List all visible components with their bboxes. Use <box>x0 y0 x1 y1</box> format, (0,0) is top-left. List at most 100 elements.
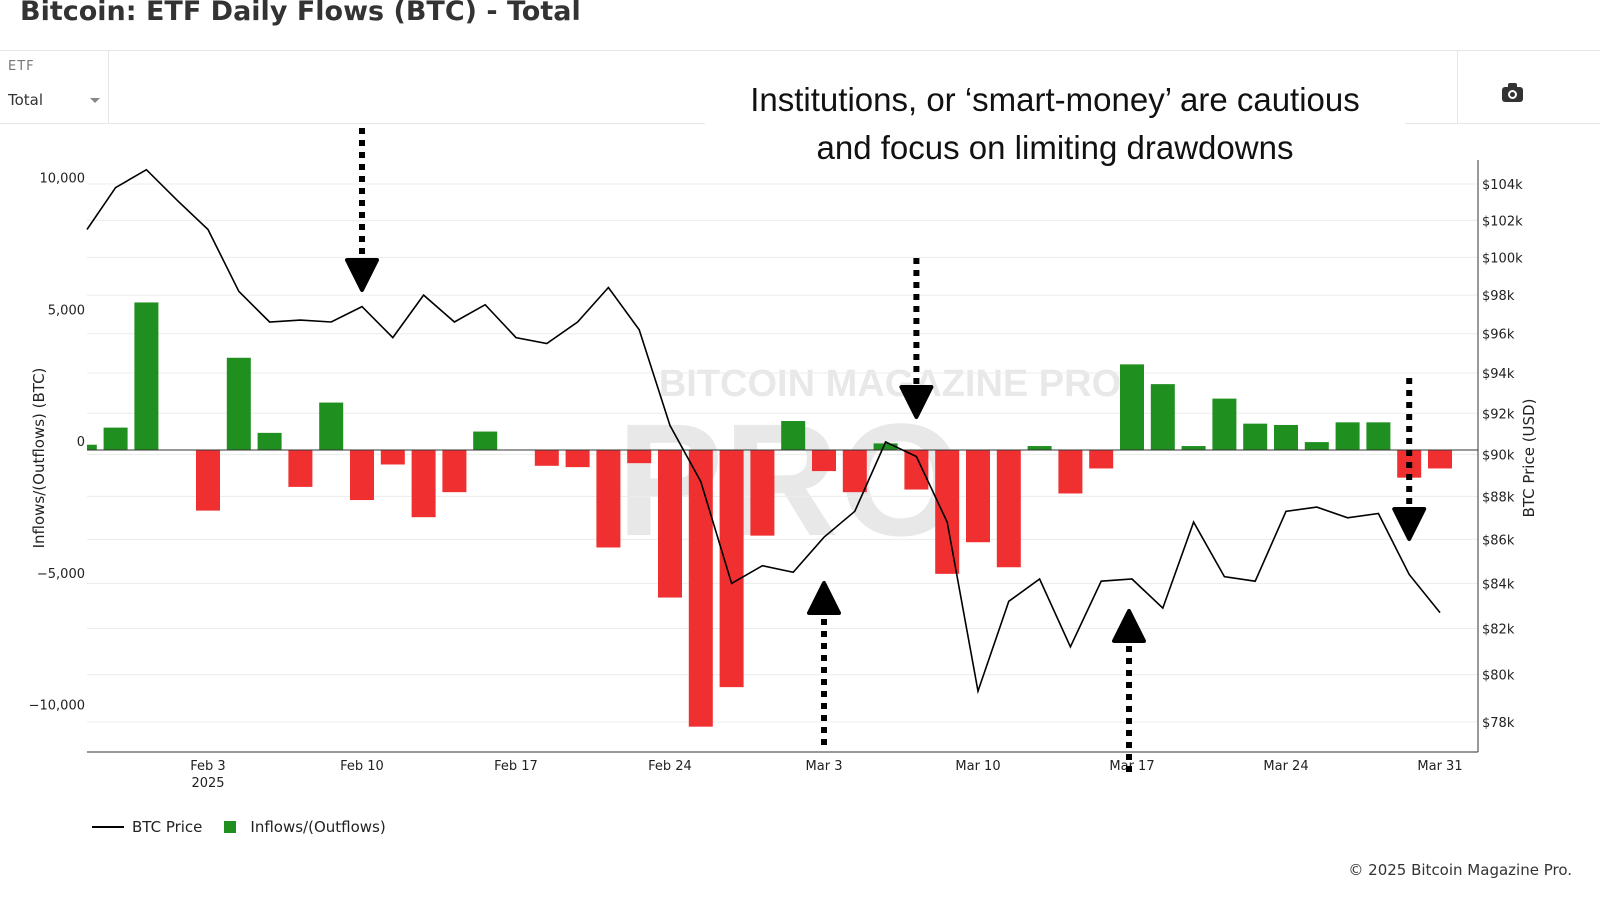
inflow-bar <box>1366 422 1391 450</box>
inflow-bar <box>1150 384 1175 450</box>
etf-select-value: Total <box>8 91 44 109</box>
camera-icon[interactable] <box>1502 83 1523 102</box>
outflow-bar <box>196 450 220 511</box>
outflow-bar <box>966 450 990 543</box>
outflow-bar <box>288 450 313 487</box>
arrow-head <box>345 258 379 292</box>
watermark-text: BITCOIN MAGAZINE PRO <box>659 363 1121 405</box>
inflow-bar <box>226 357 251 450</box>
y-tick-label: −5,000 <box>37 567 85 582</box>
y2-tick-label: $102k <box>1482 214 1523 229</box>
y2-tick-label: $98k <box>1482 289 1515 304</box>
btc-price-line <box>86 168 1441 695</box>
y-tick-label: 0 <box>77 435 85 450</box>
etf-label: ETF <box>8 59 35 74</box>
outflow-bar <box>350 450 374 501</box>
outflow-bar <box>627 450 652 464</box>
y2-tick-label: $100k <box>1482 251 1523 266</box>
outflow-bar <box>380 450 405 465</box>
y2-tick-label: $96k <box>1482 328 1515 343</box>
outflow-bar <box>565 450 590 468</box>
outflow-bar <box>1428 450 1452 469</box>
x-tick-label: Mar 3 <box>806 759 843 774</box>
x-tick-year: 2025 <box>191 776 224 791</box>
x-tick-label: Feb 10 <box>340 759 384 774</box>
chevron-down-icon <box>90 98 100 103</box>
y2-tick-label: $80k <box>1482 669 1515 684</box>
x-tick-label: Mar 10 <box>955 759 1000 774</box>
outflow-bar <box>750 450 775 536</box>
outflow-bar <box>1058 450 1083 494</box>
legend: BTC Price Inflows/(Outflows) <box>92 818 386 836</box>
outflow-bar <box>812 450 836 472</box>
arrow-up-icon <box>1112 609 1146 772</box>
y2-tick-label: $88k <box>1482 490 1515 505</box>
y2-tick-label: $82k <box>1482 622 1515 637</box>
arrow-head <box>1112 609 1146 643</box>
outflow-bar <box>935 450 960 574</box>
inflow-bar <box>473 431 498 450</box>
annotation-line-1: Institutions, or ‘smart-money’ are cauti… <box>750 81 1360 118</box>
outflow-bar <box>411 450 436 518</box>
annotation-line-2: and focus on limiting drawdowns <box>816 129 1294 166</box>
y2-tick-label: $84k <box>1482 577 1515 592</box>
outflow-bar <box>719 450 744 688</box>
inflow-bar <box>257 432 282 450</box>
outflow-bar <box>596 450 621 548</box>
arrow-down-icon <box>1392 378 1427 541</box>
y-tick-label: 5,000 <box>48 303 85 318</box>
annotation-text: Institutions, or ‘smart-money’ are cauti… <box>705 76 1405 172</box>
legend-flows-swatch[interactable] <box>224 821 237 833</box>
inflow-bar <box>103 427 128 450</box>
arrow-up-icon <box>807 581 841 745</box>
etf-select[interactable]: Total <box>8 91 100 109</box>
chart-title: Bitcoin: ETF Daily Flows (BTC) - Total <box>20 0 581 27</box>
inflow-bar <box>1120 364 1144 450</box>
inflow-bar <box>1274 424 1298 450</box>
inflow-bar <box>1212 398 1237 450</box>
arrow-down-icon <box>899 258 934 419</box>
outflow-bar <box>442 450 467 493</box>
outflow-bar <box>996 450 1021 568</box>
x-tick-label: Feb 17 <box>494 759 538 774</box>
legend-price-label[interactable]: BTC Price <box>132 818 203 836</box>
x-tick-label: Mar 24 <box>1263 759 1308 774</box>
y-tick-label: 10,000 <box>40 172 86 187</box>
inflow-bar <box>1304 442 1329 450</box>
y2-tick-label: $92k <box>1482 407 1515 422</box>
inflow-bar <box>134 302 159 450</box>
y-axis-label: Inflows/(Outflows) (BTC) <box>30 368 48 549</box>
y2-tick-label: $78k <box>1482 716 1515 731</box>
outflow-bar <box>842 450 867 493</box>
arrow-down-icon <box>345 128 379 292</box>
inflow-bar <box>1243 423 1268 450</box>
arrow-head <box>1392 507 1427 541</box>
inflow-bar <box>319 402 344 450</box>
x-tick-label: Feb 3 <box>190 759 225 774</box>
x-tick-label: Mar 31 <box>1417 759 1462 774</box>
inflow-bar <box>873 443 898 450</box>
y-tick-label: −10,000 <box>29 699 85 714</box>
y2-tick-label: $94k <box>1482 367 1515 382</box>
y2-tick-label: $104k <box>1482 178 1523 193</box>
outflow-bar <box>534 450 559 466</box>
legend-price-swatch[interactable] <box>92 826 124 828</box>
inflow-bar <box>1027 446 1052 450</box>
y2-tick-label: $86k <box>1482 533 1515 548</box>
inflow-bar <box>1335 422 1360 450</box>
arrow-head <box>807 581 841 615</box>
outflow-bar <box>688 450 713 727</box>
copyright: © 2025 Bitcoin Magazine Pro. <box>1348 861 1572 879</box>
y2-tick-label: $90k <box>1482 448 1515 463</box>
inflow-bar <box>87 444 97 450</box>
outflow-bar <box>658 450 682 598</box>
etf-filter: ETF Total <box>0 51 109 123</box>
x-tick-label: Feb 24 <box>648 759 692 774</box>
inflow-bar <box>781 421 806 450</box>
arrow-head <box>899 385 934 419</box>
outflow-bar <box>1089 450 1114 469</box>
legend-flows-label[interactable]: Inflows/(Outflows) <box>250 818 386 836</box>
inflow-bar <box>1181 446 1206 450</box>
y2-axis-label: BTC Price (USD) <box>1520 399 1538 518</box>
